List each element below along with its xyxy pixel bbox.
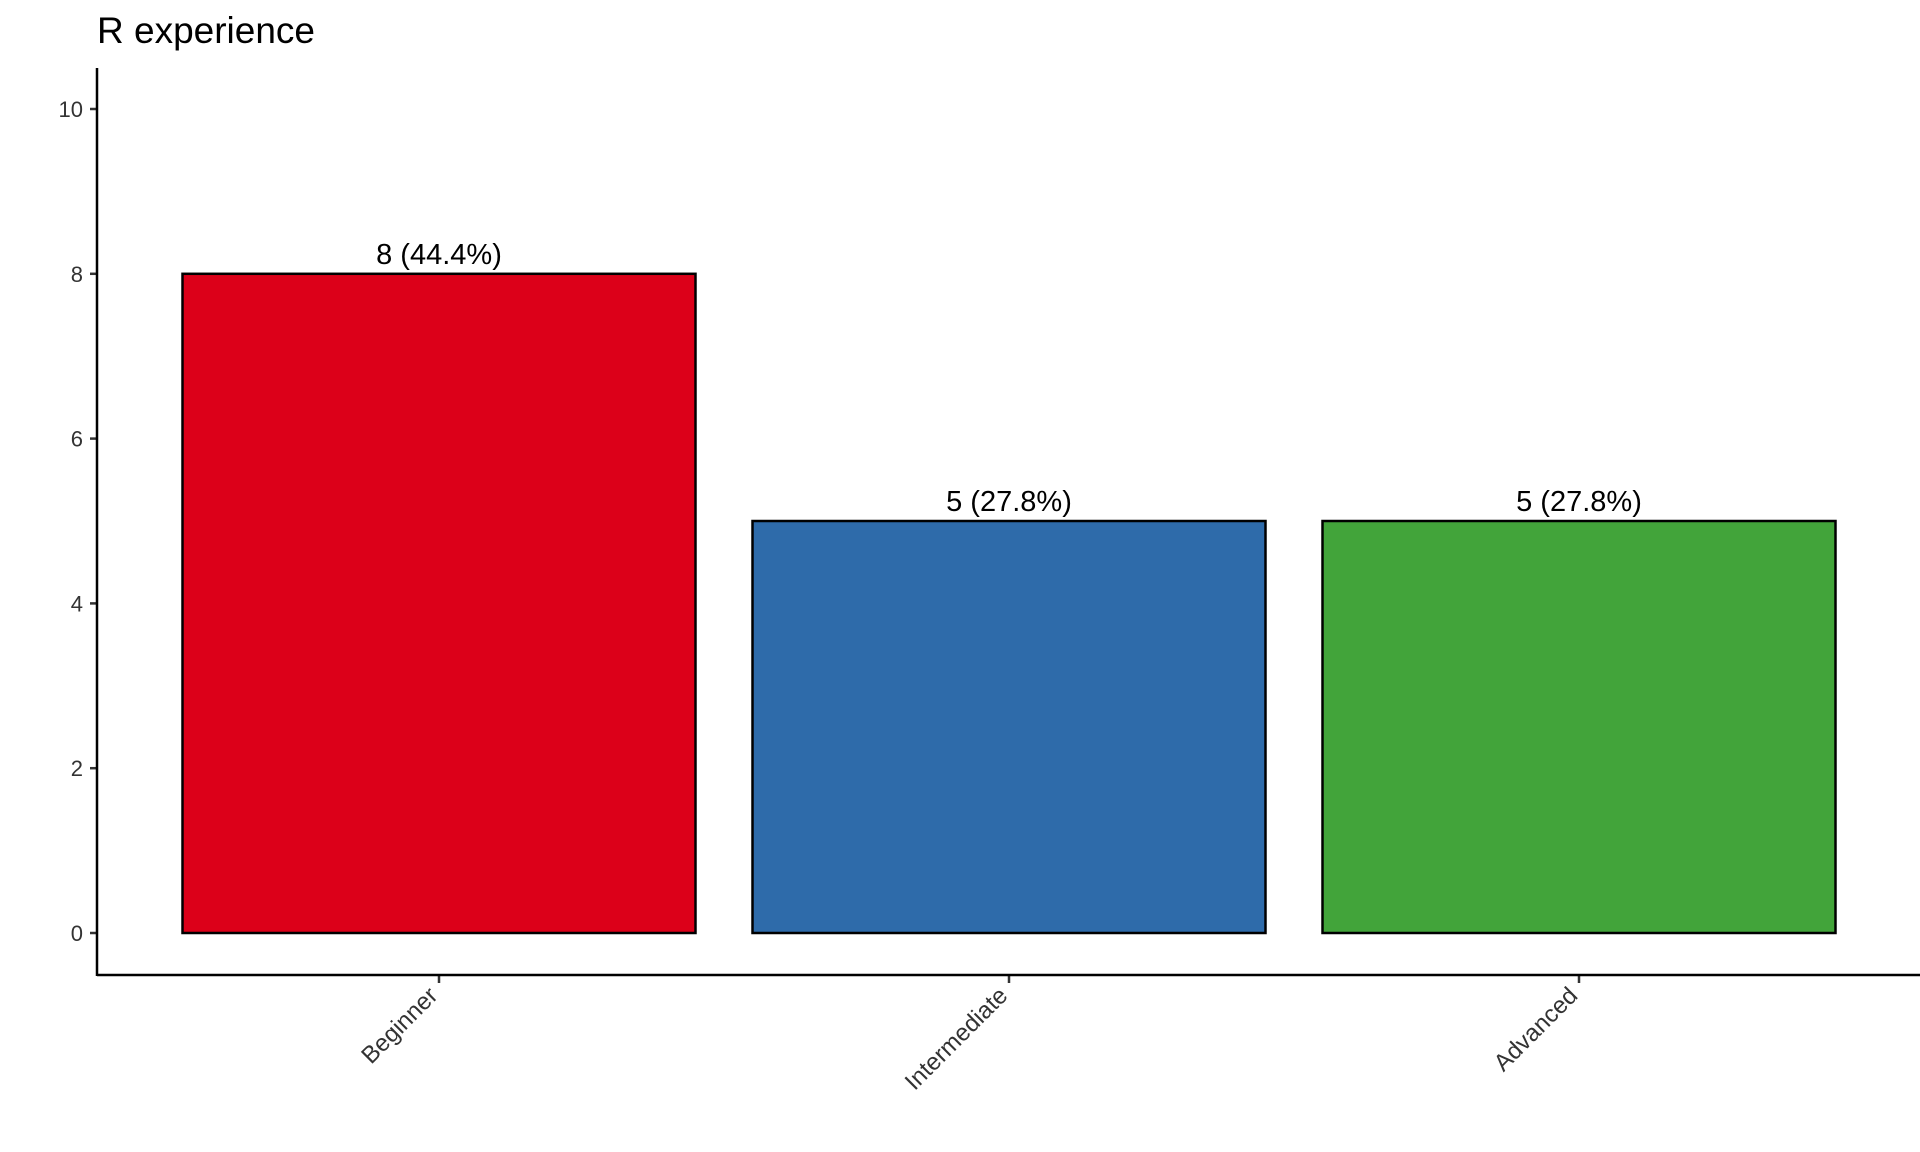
y-tick-label: 10 xyxy=(59,97,83,122)
x-tick-label: Advanced xyxy=(1489,982,1584,1077)
chart-title: R experience xyxy=(97,10,315,51)
x-tick-label: Intermediate xyxy=(900,982,1013,1095)
data-label: 8 (44.4%) xyxy=(376,239,502,271)
bar-intermediate xyxy=(751,519,1267,935)
data-label: 5 (27.8%) xyxy=(1516,486,1642,518)
y-tick-label: 4 xyxy=(71,591,83,616)
data-label: 5 (27.8%) xyxy=(946,486,1072,518)
y-tick-label: 8 xyxy=(71,262,83,287)
x-axis-ticks: Beginner Intermediate Advanced xyxy=(356,975,1583,1096)
bar-advanced xyxy=(1321,519,1837,935)
bars: 8 (44.4%) 5 (27.8%) 5 (27.8%) xyxy=(181,239,1837,935)
y-tick-label: 6 xyxy=(71,427,83,452)
x-tick-label: Beginner xyxy=(356,982,443,1069)
y-tick-label: 2 xyxy=(71,756,83,781)
bar-beginner xyxy=(181,272,697,935)
y-axis-ticks: 0 2 4 6 8 10 xyxy=(59,97,97,946)
y-tick-label: 0 xyxy=(71,921,83,946)
